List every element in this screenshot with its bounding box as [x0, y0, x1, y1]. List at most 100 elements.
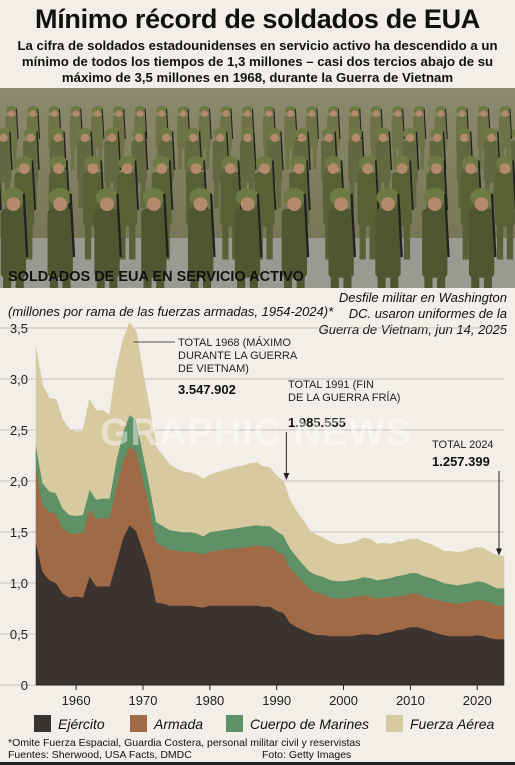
- y-tick-label: 1,5: [10, 525, 28, 540]
- soldier-rifle: [22, 193, 29, 258]
- legend-swatch-armada: [130, 715, 147, 732]
- soldier-face: [499, 163, 511, 174]
- soldier: [177, 106, 191, 170]
- legend-swatch-ejercito: [34, 715, 51, 732]
- footnote: *Omite Fuerza Espacial, Guardia Costera,…: [8, 737, 361, 749]
- soldier-leg: [325, 223, 332, 260]
- annotation-label: TOTAL 1968 (MÁXIMO DURANTE LA GUERRA DE VI…: [178, 336, 298, 375]
- soldier-leg: [420, 147, 425, 170]
- soldier-face: [72, 110, 80, 117]
- soldier-face: [158, 110, 165, 117]
- soldier-body: [212, 140, 229, 183]
- soldier-leg: [214, 180, 219, 209]
- soldier: [375, 188, 403, 288]
- y-tick-label: 2,0: [10, 474, 28, 489]
- soldier-face: [224, 163, 236, 174]
- soldier-rifle: [509, 108, 513, 140]
- soldier: [422, 188, 450, 288]
- soldier-rifle: [443, 193, 450, 258]
- soldier: [141, 188, 169, 288]
- soldier-leg: [26, 223, 33, 260]
- soldier-body: [375, 208, 401, 278]
- soldier-face: [287, 197, 302, 211]
- y-tick-label: 2,5: [10, 423, 28, 438]
- soldier-leg: [283, 274, 293, 288]
- soldier-rifle: [397, 193, 403, 258]
- soldier-leg: [249, 274, 258, 288]
- annotation-label: TOTAL 1991 (FIN DE LA GUERRA FRÍA): [288, 379, 400, 404]
- photo-caption: Desfile militar en Washington DC. usaron…: [318, 290, 507, 337]
- legend-swatch-fuerza-aerea: [386, 715, 403, 732]
- soldier-rifle: [350, 193, 357, 258]
- soldier-leg: [496, 223, 504, 260]
- soldier-face: [430, 163, 442, 174]
- x-tick-label: 1960: [62, 693, 91, 708]
- chart-subtitle: (millones por rama de las fuerzas armada…: [8, 304, 334, 319]
- soldier-face: [26, 133, 35, 142]
- soldier-leg: [96, 274, 105, 288]
- soldier-leg: [377, 274, 386, 288]
- soldier-face: [501, 110, 509, 117]
- soldier-rifle: [423, 108, 427, 140]
- y-tick-label: 1,0: [10, 576, 28, 591]
- soldier-face: [179, 110, 187, 117]
- soldier-leg: [70, 147, 75, 170]
- soldier-helmet: [511, 128, 515, 139]
- soldier-rifle: [116, 193, 122, 258]
- soldier: [0, 178, 2, 211]
- soldier-face: [330, 110, 337, 117]
- soldier-face: [115, 110, 123, 117]
- soldier-rifle: [316, 108, 320, 140]
- soldier: [234, 188, 263, 288]
- soldier-body: [266, 140, 283, 183]
- soldier-face: [244, 110, 251, 117]
- soldier-leg: [483, 274, 492, 288]
- photo-credit: Foto: Getty Images: [262, 749, 352, 761]
- annotation-label: TOTAL 2024: [432, 439, 494, 451]
- annotation-value: 1.257.399: [432, 454, 490, 469]
- soldier-rifle: [36, 131, 40, 171]
- soldier-rifle: [101, 108, 105, 140]
- soldier-face: [297, 133, 306, 142]
- soldier-leg: [237, 274, 246, 288]
- soldier-face: [396, 163, 408, 174]
- soldier-face: [93, 110, 101, 117]
- soldier: [281, 188, 310, 288]
- soldier-rifle: [415, 131, 420, 171]
- soldier-face: [53, 163, 65, 174]
- soldier-leg: [276, 180, 281, 209]
- legend: Ejército Armada Cuerpo de Marines Fuerza…: [34, 714, 514, 736]
- soldier-body: [177, 115, 190, 149]
- soldier-rifle: [307, 131, 311, 171]
- x-tick-label: 1980: [195, 693, 224, 708]
- x-tick-label: 1990: [262, 693, 291, 708]
- soldier-body: [188, 208, 214, 278]
- soldier-leg: [190, 274, 199, 288]
- legend-label-marines: Cuerpo de Marines: [250, 716, 370, 732]
- soldier-face: [18, 163, 30, 174]
- soldier-body: [94, 208, 120, 278]
- soldier-face: [351, 110, 359, 117]
- soldier-face: [240, 197, 255, 211]
- soldier-leg: [411, 180, 417, 209]
- soldier-leg: [98, 147, 103, 170]
- soldier-rifle: [490, 193, 497, 258]
- soldier-face: [146, 197, 161, 211]
- soldier-rifle: [31, 160, 37, 211]
- soldier-face: [465, 163, 477, 174]
- soldier-rifle: [388, 131, 393, 171]
- soldier-face: [460, 133, 469, 142]
- soldier-body: [375, 140, 391, 183]
- soldier-leg: [109, 274, 118, 288]
- soldier-face: [53, 197, 68, 211]
- soldier-face: [29, 110, 37, 117]
- soldier-face: [107, 133, 117, 142]
- soldier-face: [216, 133, 225, 142]
- soldier-body: [0, 140, 12, 183]
- y-tick-label: 3,0: [10, 372, 28, 387]
- soldier-leg: [15, 274, 24, 288]
- headline: Mínimo récord de soldados de EUA: [35, 4, 480, 34]
- annotation-2024: TOTAL 2024 1.257.399: [432, 439, 502, 556]
- soldier-leg: [330, 274, 339, 288]
- soldier-face: [415, 110, 423, 117]
